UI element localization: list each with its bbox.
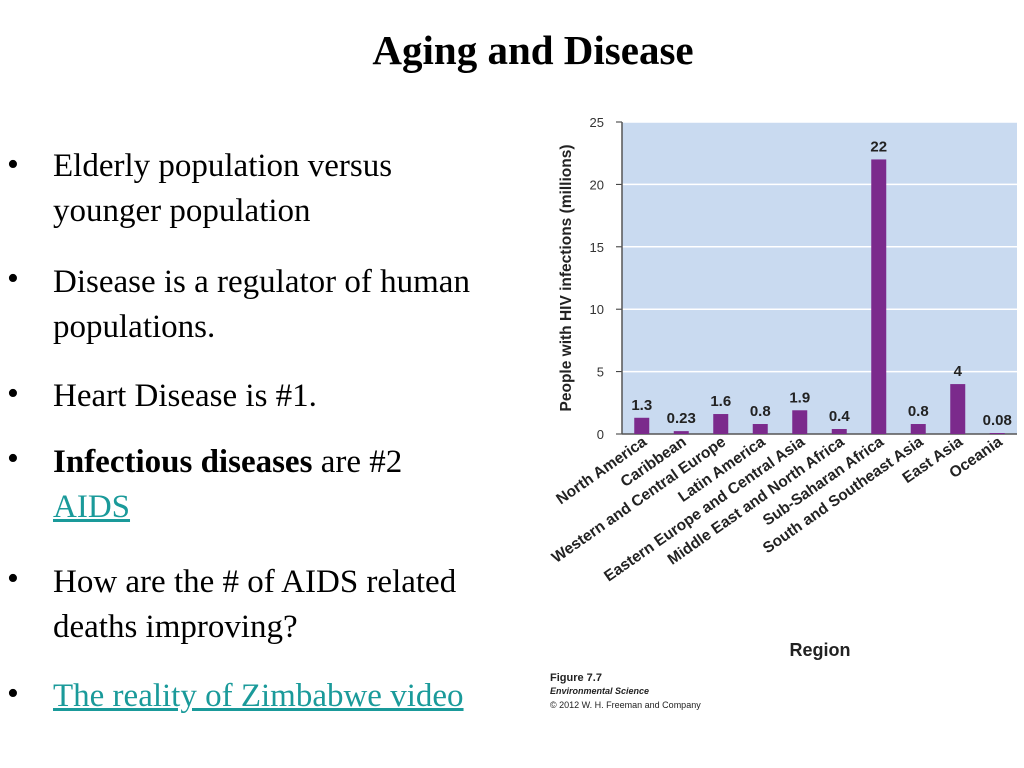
bar — [673, 431, 689, 434]
bar — [871, 159, 887, 434]
x-axis-label: Region — [790, 640, 851, 660]
figure-copyright: © 2012 W. H. Freeman and Company — [550, 700, 701, 710]
slide-title: Aging and Disease — [372, 27, 694, 73]
bars — [634, 159, 1005, 435]
bullet-list: • Elderly population versus younger popu… — [7, 146, 470, 715]
bar — [713, 414, 729, 434]
y-tick-label: 0 — [597, 427, 604, 442]
bar — [792, 410, 808, 434]
plot-background — [622, 122, 1017, 434]
figure-source: Environmental Science — [550, 686, 649, 696]
aids-link[interactable]: AIDS — [53, 489, 131, 525]
bullet-text: Heart Disease is #1. — [53, 378, 317, 414]
bar — [910, 424, 926, 434]
bullet-text: deaths improving? — [53, 609, 298, 645]
bar — [989, 433, 1005, 435]
value-label: 1.6 — [710, 393, 731, 410]
figure-caption: Figure 7.7 — [550, 672, 602, 684]
bullet-text: Elderly population versus — [53, 148, 393, 184]
value-label: 0.8 — [750, 403, 771, 420]
bullet-text: Infectious diseases are #2 — [53, 440, 402, 485]
bullet-dot: • — [7, 146, 19, 183]
bullet-text-rest: are #2 — [312, 444, 403, 480]
y-axis-label: People with HIV infections (millions) — [558, 145, 575, 412]
bar — [634, 417, 650, 434]
bullet-dot: • — [7, 560, 19, 597]
y-tick-label: 5 — [597, 365, 604, 380]
value-label: 0.23 — [667, 410, 696, 427]
zimbabwe-video-link[interactable]: The reality of Zimbabwe video — [53, 678, 464, 714]
value-label: 1.9 — [789, 389, 810, 406]
y-tick-label: 25 — [590, 115, 604, 130]
value-label: 1.3 — [631, 397, 652, 414]
bullet-text: How are the # of AIDS related — [53, 564, 457, 600]
bullet-text: younger population — [53, 193, 311, 229]
y-tick-labels: 0 5 10 15 20 25 — [590, 115, 604, 442]
value-label: 4 — [954, 363, 963, 380]
bullet-text: Disease is a regulator of human — [53, 264, 470, 300]
bar — [752, 424, 768, 434]
value-label: 0.08 — [983, 412, 1012, 429]
bullet-dot: • — [7, 260, 19, 297]
bold-term: Infectious diseases — [53, 444, 313, 480]
bullet-dot: • — [7, 375, 19, 412]
value-label: 22 — [870, 138, 887, 155]
y-tick-label: 10 — [590, 302, 604, 317]
bullet-text: populations. — [53, 309, 216, 345]
bullet-dot: • — [7, 675, 19, 712]
bar — [950, 384, 966, 434]
bullet-dot: • — [7, 440, 19, 477]
value-label: 0.4 — [829, 408, 851, 425]
y-tick-label: 20 — [590, 177, 604, 192]
value-labels: 1.3 0.23 1.6 0.8 1.9 0.4 22 0.8 4 0.08 — [631, 138, 1012, 429]
bar — [831, 429, 847, 434]
value-label: 0.8 — [908, 403, 929, 420]
y-tick-label: 15 — [590, 240, 604, 255]
